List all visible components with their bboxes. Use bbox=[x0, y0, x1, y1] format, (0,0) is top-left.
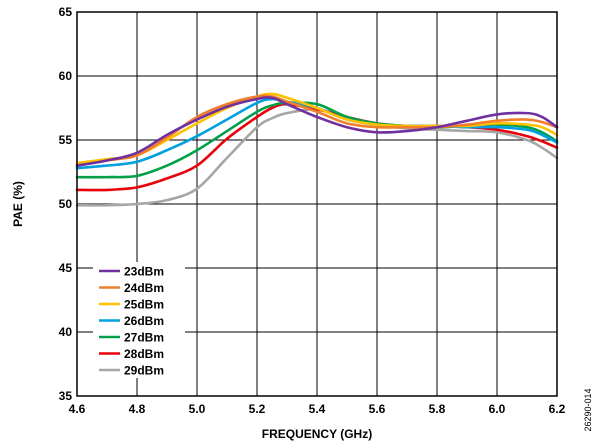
x-tick-label: 5.2 bbox=[249, 402, 266, 416]
x-tick-label: 5.8 bbox=[429, 402, 446, 416]
x-tick-labels: 4.6 4.8 5.0 5.2 5.4 5.6 5.8 6.0 6.2 bbox=[69, 402, 566, 416]
series-line-24dBm bbox=[75, 94, 559, 167]
legend: 23dBm 24dBm 25dBm 26dBm 27dBm 28dBm 29dBm bbox=[93, 262, 185, 378]
legend-label-23dBm: 23dBm bbox=[124, 265, 164, 279]
x-tick-label: 6.0 bbox=[489, 402, 506, 416]
legend-label-26dBm: 26dBm bbox=[124, 314, 164, 328]
plot-frame bbox=[76, 11, 558, 397]
y-tick-label: 65 bbox=[59, 5, 73, 19]
series-lines bbox=[75, 92, 559, 207]
y-axis-title: PAE (%) bbox=[11, 181, 25, 227]
legend-label-28dBm: 28dBm bbox=[124, 347, 164, 361]
y-tick-label: 55 bbox=[59, 133, 73, 147]
legend-label-25dBm: 25dBm bbox=[124, 298, 164, 312]
figure-id: 26290-014 bbox=[583, 388, 593, 431]
x-tick-label: 4.6 bbox=[69, 402, 86, 416]
x-tick-label: 5.0 bbox=[189, 402, 206, 416]
legend-label-29dBm: 29dBm bbox=[124, 364, 164, 378]
x-tick-label: 5.6 bbox=[369, 402, 386, 416]
y-tick-label: 50 bbox=[59, 197, 73, 211]
legend-label-27dBm: 27dBm bbox=[124, 331, 164, 345]
x-tick-label: 6.2 bbox=[549, 402, 566, 416]
y-tick-labels: 35 40 45 50 55 60 65 bbox=[59, 5, 73, 403]
y-tick-label: 40 bbox=[59, 325, 73, 339]
x-axis-title: FREQUENCY (GHz) bbox=[262, 427, 372, 441]
y-tick-label: 45 bbox=[59, 261, 73, 275]
series-line-23dBm bbox=[75, 96, 559, 167]
x-tick-label: 4.8 bbox=[129, 402, 146, 416]
x-tick-label: 5.4 bbox=[309, 402, 326, 416]
y-tick-label: 35 bbox=[59, 389, 73, 403]
legend-label-24dBm: 24dBm bbox=[124, 281, 164, 295]
y-tick-label: 60 bbox=[59, 69, 73, 83]
series-line-25dBm bbox=[75, 92, 559, 165]
